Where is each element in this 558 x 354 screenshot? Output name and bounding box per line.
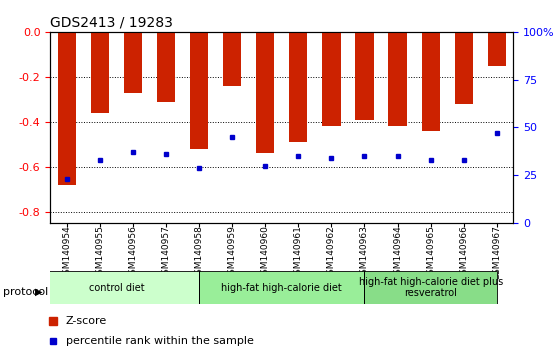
Text: GSM140965: GSM140965 — [426, 225, 435, 280]
Bar — [455, 32, 473, 104]
Text: GSM140955: GSM140955 — [95, 225, 104, 280]
Text: GSM140963: GSM140963 — [360, 225, 369, 280]
Text: GSM140962: GSM140962 — [327, 225, 336, 280]
Bar — [323, 32, 340, 126]
Text: ▶: ▶ — [35, 287, 42, 297]
Text: GSM140958: GSM140958 — [195, 225, 204, 280]
Bar — [33, 271, 199, 304]
Text: high-fat high-calorie diet plus
resveratrol: high-fat high-calorie diet plus resverat… — [359, 277, 503, 298]
Bar — [223, 32, 241, 86]
Bar — [364, 271, 497, 304]
Bar — [488, 32, 506, 65]
Bar — [190, 32, 208, 149]
Bar — [124, 32, 142, 93]
Text: control diet: control diet — [89, 282, 144, 293]
Text: GSM140967: GSM140967 — [492, 225, 501, 280]
Text: high-fat high-calorie diet: high-fat high-calorie diet — [222, 282, 342, 293]
Bar — [199, 271, 364, 304]
Bar — [355, 32, 374, 120]
Text: GSM140959: GSM140959 — [228, 225, 237, 280]
Bar — [91, 32, 109, 113]
Bar — [157, 32, 175, 102]
Bar — [388, 32, 407, 126]
Bar — [289, 32, 307, 142]
Bar — [421, 32, 440, 131]
Text: GSM140957: GSM140957 — [161, 225, 171, 280]
Bar — [57, 32, 76, 185]
Text: GSM140956: GSM140956 — [128, 225, 137, 280]
Text: protocol: protocol — [3, 287, 48, 297]
Text: GSM140966: GSM140966 — [459, 225, 468, 280]
Text: GSM140964: GSM140964 — [393, 225, 402, 280]
Text: GSM140960: GSM140960 — [261, 225, 270, 280]
Text: GSM140954: GSM140954 — [62, 225, 71, 280]
Text: GSM140961: GSM140961 — [294, 225, 303, 280]
Text: percentile rank within the sample: percentile rank within the sample — [66, 336, 253, 346]
Bar — [256, 32, 275, 153]
Text: Z-score: Z-score — [66, 316, 107, 326]
Text: GDS2413 / 19283: GDS2413 / 19283 — [50, 15, 173, 29]
